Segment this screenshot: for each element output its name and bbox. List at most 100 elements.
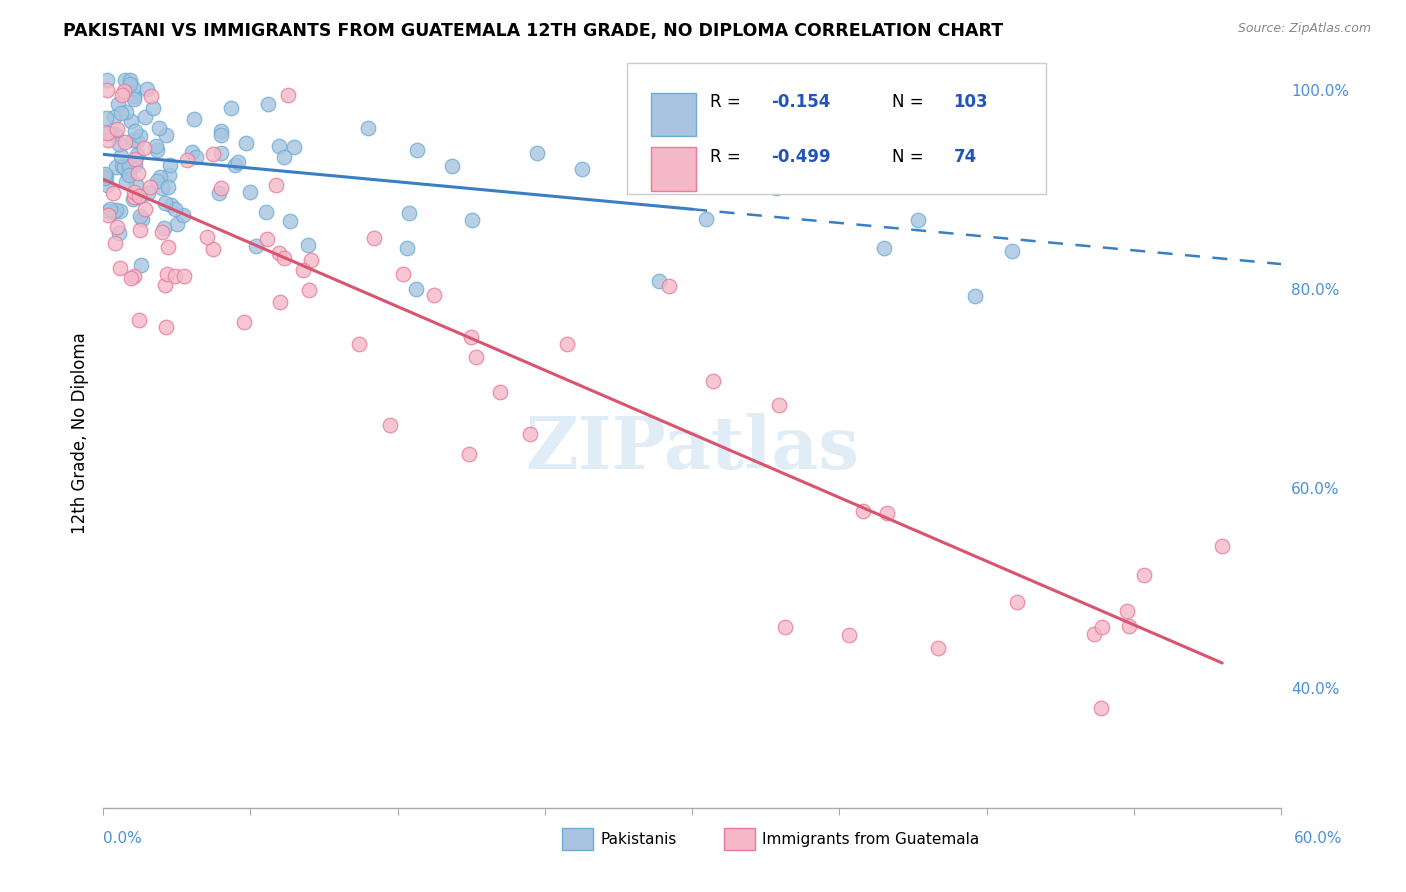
Point <box>464 350 486 364</box>
Point <box>219 101 242 115</box>
Point <box>159 168 181 182</box>
Point <box>98 127 121 141</box>
Point <box>1083 626 1105 640</box>
Point <box>121 133 143 147</box>
Point <box>134 110 156 124</box>
Point <box>873 241 896 255</box>
Point <box>226 155 249 169</box>
Point <box>115 165 138 179</box>
Point <box>118 159 141 173</box>
Point <box>104 127 127 141</box>
Point <box>273 251 295 265</box>
Point <box>96 178 118 192</box>
Point <box>852 504 875 518</box>
Point <box>166 217 188 231</box>
Point <box>110 87 132 102</box>
Point <box>155 196 177 211</box>
Text: -0.499: -0.499 <box>770 148 831 166</box>
Point <box>239 185 262 199</box>
Point <box>1211 539 1233 553</box>
Point <box>159 158 181 172</box>
Point <box>775 620 797 634</box>
Point <box>128 209 150 223</box>
Point <box>163 268 186 283</box>
Point <box>195 230 218 244</box>
Point <box>108 137 131 152</box>
Point <box>124 158 146 172</box>
Point <box>163 202 186 216</box>
Point <box>1132 567 1154 582</box>
Point <box>440 159 463 173</box>
Point <box>96 127 118 141</box>
Point <box>405 282 427 296</box>
Point <box>128 190 150 204</box>
Point <box>97 204 120 219</box>
Point <box>124 152 146 166</box>
Point <box>114 135 136 149</box>
Point <box>380 417 402 432</box>
Point <box>363 231 385 245</box>
Point <box>695 211 717 226</box>
Point <box>114 72 136 87</box>
Text: N =: N = <box>893 94 929 112</box>
Point <box>963 289 986 303</box>
Point <box>103 110 125 124</box>
Point <box>256 96 278 111</box>
Text: Source: ZipAtlas.com: Source: ZipAtlas.com <box>1237 22 1371 36</box>
Point <box>526 146 548 161</box>
Point <box>461 212 484 227</box>
Point <box>176 153 198 167</box>
Point <box>136 82 159 96</box>
Point <box>254 205 277 219</box>
Point <box>150 225 173 239</box>
Point <box>519 427 541 442</box>
Point <box>555 337 578 351</box>
Point <box>128 223 150 237</box>
Point <box>146 143 169 157</box>
Text: 103: 103 <box>953 94 988 112</box>
Text: R =: R = <box>710 94 745 112</box>
Point <box>150 181 173 195</box>
Point <box>768 398 790 412</box>
Point <box>120 114 142 128</box>
Point <box>224 158 246 172</box>
Point <box>297 238 319 252</box>
FancyBboxPatch shape <box>651 93 696 136</box>
Point <box>1090 700 1112 714</box>
Point <box>124 190 146 204</box>
Point <box>108 203 131 218</box>
Point <box>264 178 287 193</box>
Point <box>122 89 145 103</box>
Point <box>120 72 142 87</box>
Point <box>122 192 145 206</box>
Point <box>298 283 321 297</box>
Point <box>122 269 145 284</box>
Point <box>127 147 149 161</box>
Point <box>391 267 413 281</box>
Point <box>927 641 949 656</box>
Point <box>457 447 479 461</box>
Point <box>120 77 142 91</box>
Point <box>124 185 146 199</box>
Point <box>406 143 429 157</box>
Point <box>702 374 724 388</box>
Point <box>571 161 593 176</box>
Point <box>114 160 136 174</box>
Point <box>128 313 150 327</box>
Point <box>128 188 150 202</box>
Point <box>1116 604 1139 618</box>
Text: 0.0%: 0.0% <box>103 831 142 847</box>
Point <box>208 186 231 200</box>
Point <box>134 202 156 216</box>
Point <box>876 506 898 520</box>
Point <box>128 128 150 143</box>
Point <box>398 206 420 220</box>
Point <box>273 150 295 164</box>
Point <box>96 169 118 183</box>
Point <box>152 220 174 235</box>
Point <box>396 241 419 255</box>
Point <box>129 258 152 272</box>
Point <box>173 268 195 283</box>
Point <box>112 84 135 98</box>
Point <box>124 124 146 138</box>
